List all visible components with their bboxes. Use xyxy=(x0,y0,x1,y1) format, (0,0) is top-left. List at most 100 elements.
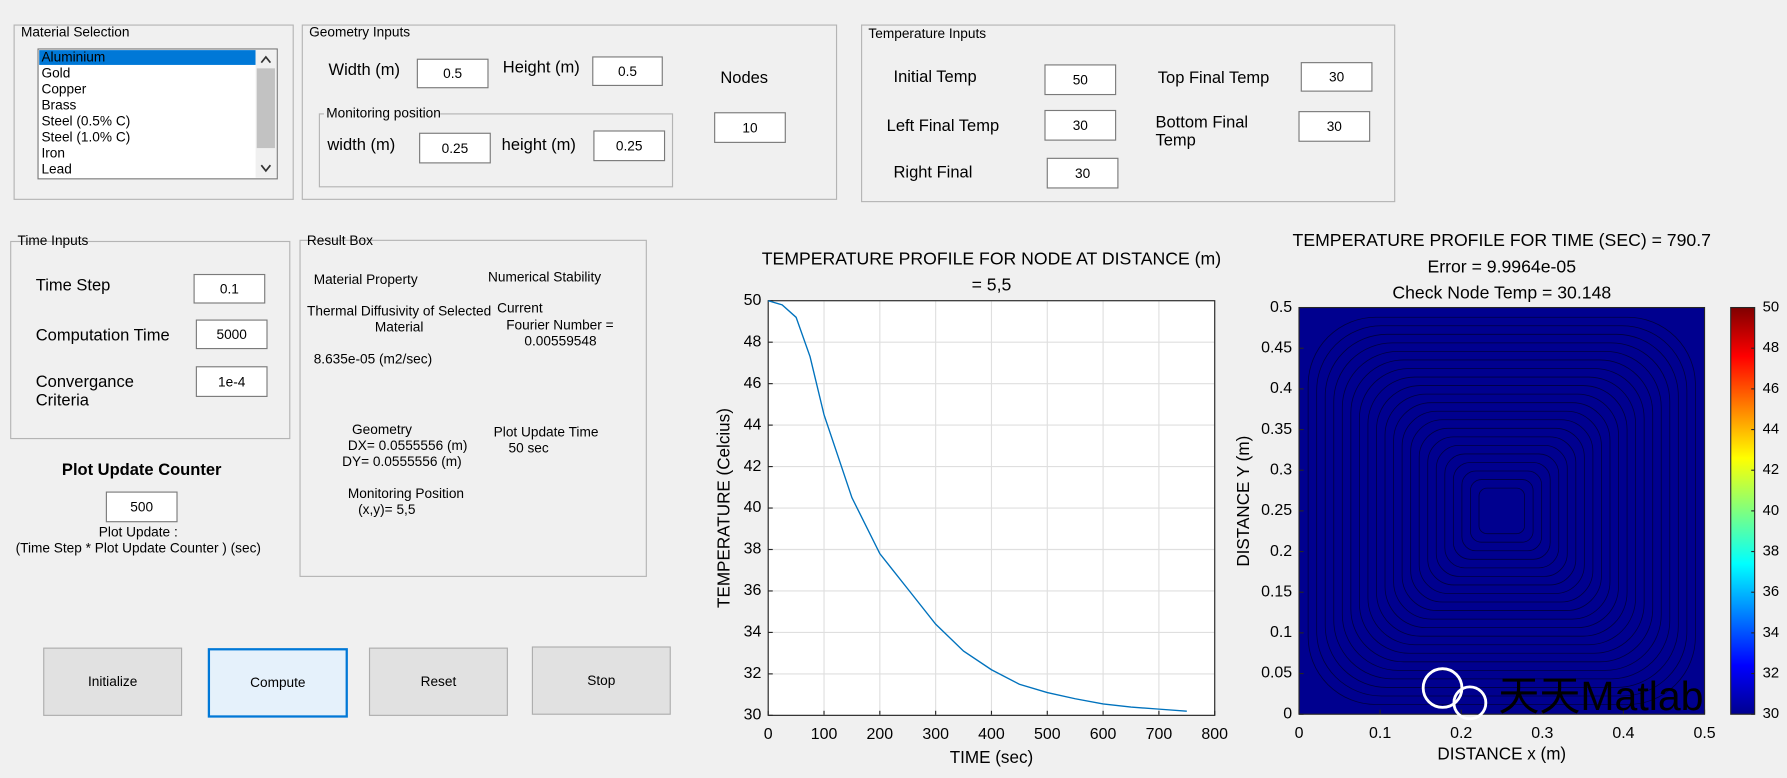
input-box[interactable] xyxy=(419,132,491,164)
input-box[interactable] xyxy=(592,56,663,87)
x-tick-label: 200 xyxy=(867,726,894,743)
button[interactable] xyxy=(531,646,671,715)
input-value[interactable]: 50 xyxy=(1073,72,1089,87)
input-value[interactable]: 30 xyxy=(1327,119,1343,134)
contour-line xyxy=(1418,427,1585,594)
input-value[interactable]: 500 xyxy=(130,500,153,515)
input-box[interactable] xyxy=(416,58,489,89)
list-item[interactable]: Gold xyxy=(41,66,70,81)
button-label[interactable]: Initialize xyxy=(88,674,137,689)
title-backdrop xyxy=(323,105,441,122)
input-box[interactable] xyxy=(1298,111,1371,142)
contour-line xyxy=(1410,419,1594,603)
input-value[interactable]: 5000 xyxy=(216,327,247,342)
x-tick-label: 500 xyxy=(1034,726,1061,743)
input-box[interactable] xyxy=(714,112,786,143)
label: Criteria xyxy=(36,391,90,409)
panel-title: Material Selection xyxy=(21,25,130,40)
label: Fourier Number = xyxy=(506,317,613,332)
contour-line xyxy=(1384,393,1619,629)
list-item[interactable]: Lead xyxy=(41,161,71,176)
label: Top Final Temp xyxy=(1158,69,1270,87)
panel-title: Geometry Inputs xyxy=(309,25,410,40)
label: Convergance xyxy=(36,373,134,391)
y-tick-label: 0.05 xyxy=(1261,665,1292,682)
list-item[interactable]: Steel (0.5% C) xyxy=(41,113,130,128)
input-value[interactable]: 30 xyxy=(1075,166,1091,181)
x-axis-label: TIME (sec) xyxy=(950,748,1034,767)
button-label[interactable]: Stop xyxy=(587,673,615,688)
y-tick-label: 40 xyxy=(744,499,762,516)
contour-line xyxy=(1367,376,1637,646)
list-item[interactable]: Aluminium xyxy=(41,50,105,65)
x-tick-label: 400 xyxy=(978,726,1005,743)
panel-frames xyxy=(10,24,1396,577)
input-value[interactable]: 0.5 xyxy=(618,64,637,79)
contour-line xyxy=(1358,368,1645,654)
chart-title: Check Node Temp = 30.148 xyxy=(1392,283,1611,303)
data-line xyxy=(768,300,1187,712)
watermark: 天天Matlab xyxy=(1498,673,1703,719)
line-chart: TEMPERATURE PROFILE FOR NODE AT DISTANCE… xyxy=(714,248,1228,767)
button-label[interactable]: Reset xyxy=(421,674,457,689)
scroll-thumb[interactable] xyxy=(256,68,275,149)
y-tick-label: 0.45 xyxy=(1261,339,1292,356)
input-value[interactable]: 0.5 xyxy=(443,66,462,81)
list-item[interactable]: Copper xyxy=(41,82,86,97)
label: Monitoring Position xyxy=(348,486,464,501)
colorbar-tick-label: 30 xyxy=(1763,706,1779,722)
label: Height (m) xyxy=(503,59,580,77)
label: Plot Update Time xyxy=(494,424,599,439)
x-tick-label: 0 xyxy=(1295,725,1304,742)
list-item[interactable]: Steel (1.0% C) xyxy=(41,129,130,144)
y-tick-label: 44 xyxy=(744,416,762,433)
input-box[interactable] xyxy=(195,319,268,350)
button[interactable] xyxy=(207,648,348,718)
contour-line xyxy=(1435,444,1568,577)
input-value[interactable]: 0.25 xyxy=(442,141,469,156)
button[interactable] xyxy=(43,647,183,716)
input-box[interactable] xyxy=(195,366,268,397)
y-axis-label: TEMPERATURE (Celcius) xyxy=(714,408,733,608)
label: Left Final Temp xyxy=(887,117,1000,135)
input-box[interactable] xyxy=(593,130,666,162)
list-item[interactable]: Iron xyxy=(41,145,65,160)
listbox[interactable] xyxy=(37,48,278,180)
input-value[interactable]: 30 xyxy=(1329,70,1345,85)
colorbar-tick-label: 32 xyxy=(1763,665,1779,681)
x-tick-label: 800 xyxy=(1201,726,1228,743)
list-selection xyxy=(39,50,256,65)
contour-line xyxy=(1350,359,1654,663)
y-tick-label: 32 xyxy=(744,665,762,682)
input-box[interactable] xyxy=(1044,64,1117,96)
input-box[interactable] xyxy=(1046,157,1119,189)
input-box[interactable] xyxy=(1300,62,1373,92)
input-value[interactable]: 1e-4 xyxy=(218,374,246,389)
button[interactable] xyxy=(368,647,508,716)
input-value[interactable]: 10 xyxy=(742,120,758,135)
contour-chart: TEMPERATURE PROFILE FOR TIME (SEC) = 790… xyxy=(1234,230,1779,764)
label: Thermal Diffusivity of Selected xyxy=(307,304,491,319)
label: Temp xyxy=(1155,132,1195,150)
label: Current xyxy=(497,300,543,315)
input-value[interactable]: 30 xyxy=(1073,118,1089,133)
y-tick-label: 48 xyxy=(744,333,762,350)
input-box[interactable] xyxy=(193,273,266,304)
list-item[interactable]: Brass xyxy=(41,98,76,113)
input-value[interactable]: 0.25 xyxy=(616,139,643,154)
input-box[interactable] xyxy=(1044,109,1117,141)
y-tick-label: 0 xyxy=(1283,705,1292,722)
label: Plot Update Counter xyxy=(62,461,222,479)
colorbar-tick-label: 38 xyxy=(1763,543,1779,559)
y-tick-label: 50 xyxy=(744,292,762,309)
chart-title: TEMPERATURE PROFILE FOR NODE AT DISTANCE… xyxy=(762,248,1221,268)
scroll-arrows xyxy=(260,55,272,173)
label: Width (m) xyxy=(329,61,401,79)
panel xyxy=(10,240,291,440)
button-label[interactable]: Compute xyxy=(250,675,305,690)
input-value[interactable]: 0.1 xyxy=(220,282,239,297)
input-box[interactable] xyxy=(105,491,178,523)
panel xyxy=(299,239,647,577)
y-tick-label: 0.35 xyxy=(1261,421,1292,438)
panel xyxy=(13,24,294,200)
